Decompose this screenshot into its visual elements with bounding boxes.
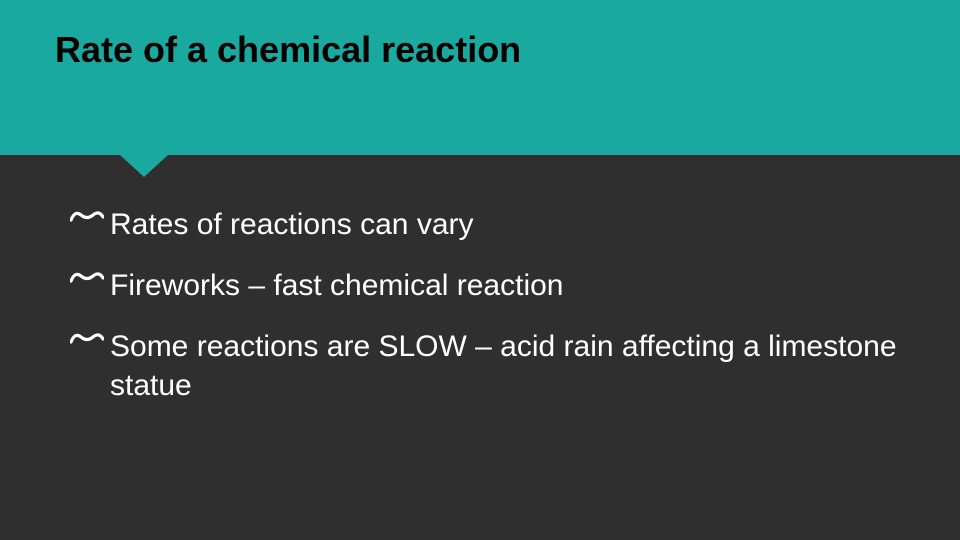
tilde-bullet-icon xyxy=(70,329,104,349)
bullet-item: Rates of reactions can vary xyxy=(70,205,905,244)
bullet-item: Fireworks – fast chemical reaction xyxy=(70,266,905,305)
bullet-text: Fireworks – fast chemical reaction xyxy=(110,269,564,302)
bullet-item: Some reactions are SLOW – acid rain affe… xyxy=(70,327,905,405)
bullet-text: Some reactions are SLOW – acid rain affe… xyxy=(110,330,897,402)
tilde-bullet-icon xyxy=(70,207,104,227)
slide-title: Rate of a chemical reaction xyxy=(55,28,905,71)
slide-content: Rates of reactions can vary Fireworks – … xyxy=(0,155,960,405)
slide-header: Rate of a chemical reaction xyxy=(0,0,960,155)
tilde-bullet-icon xyxy=(70,268,104,288)
header-notch xyxy=(120,155,168,177)
bullet-text: Rates of reactions can vary xyxy=(110,208,474,241)
